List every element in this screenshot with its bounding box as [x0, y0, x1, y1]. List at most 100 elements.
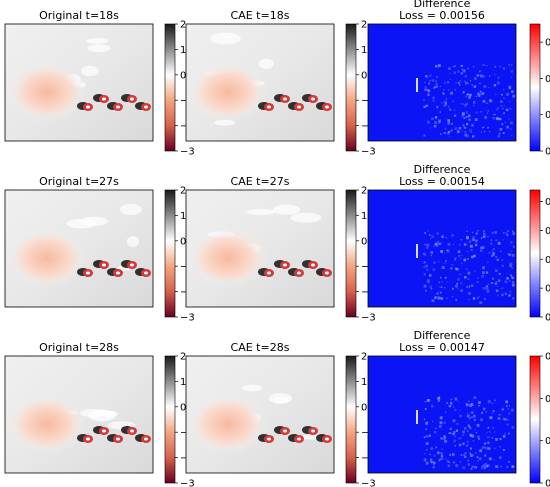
diff-speck	[445, 98, 448, 100]
diff-speck	[488, 87, 490, 89]
diff-speck	[511, 276, 514, 279]
diff-speck	[490, 239, 493, 241]
diff-speck	[430, 251, 434, 254]
diff-speck	[492, 426, 495, 429]
diff-speck	[443, 89, 445, 91]
diff-speck	[465, 102, 468, 105]
diff-speck	[447, 133, 450, 136]
diff-speck	[508, 405, 511, 407]
diff-speck	[481, 64, 483, 66]
diff-speck	[427, 90, 430, 93]
difference-title: Difference	[414, 329, 471, 342]
diff-speck	[475, 466, 478, 468]
diff-speck	[441, 266, 445, 270]
diff-speck	[480, 131, 483, 133]
diff-speck	[472, 465, 475, 468]
diff-speck	[439, 242, 442, 245]
diff-speck	[482, 126, 484, 129]
diff-speck	[481, 465, 483, 468]
diff-speck	[508, 432, 510, 435]
diff-speck	[449, 108, 452, 111]
difference-panel-2	[367, 189, 517, 308]
diff-speck	[470, 131, 472, 134]
diff-speck	[466, 82, 469, 84]
diff-speck	[469, 433, 473, 437]
diff-speck	[435, 82, 438, 85]
colorbar-tick-label: 2	[361, 352, 367, 363]
diff-speck	[430, 460, 433, 464]
diff-speck	[453, 71, 456, 74]
diff-speck	[500, 288, 502, 290]
diff-speck	[480, 249, 483, 252]
diff-speck	[458, 255, 460, 257]
diff-speck	[432, 461, 435, 464]
diff-speck	[423, 458, 427, 461]
diff-speck	[510, 128, 512, 130]
diff-speck	[469, 129, 473, 133]
diff-speck	[453, 439, 457, 443]
diff-speck	[494, 231, 497, 234]
diff-speck	[440, 437, 443, 440]
diff-speck	[471, 454, 474, 457]
wake-blob	[188, 62, 268, 122]
diff-speck	[454, 445, 456, 447]
diff-speck	[440, 452, 443, 455]
diff-speck	[503, 432, 506, 435]
diff-speck	[428, 82, 431, 85]
diff-speck	[468, 95, 471, 99]
diff-speck	[481, 446, 485, 450]
diff-speck	[440, 416, 443, 419]
diff-speck	[429, 75, 431, 77]
diff-speck	[440, 286, 443, 288]
diff-speck	[487, 283, 490, 285]
diff-speck	[505, 400, 509, 404]
diff-speck	[481, 271, 485, 275]
diff-speck	[435, 245, 438, 248]
colorbar-tick-label: 1	[361, 211, 367, 222]
diff-speck	[466, 123, 469, 126]
diff-speck	[507, 407, 509, 410]
diff-speck	[506, 423, 509, 426]
diff-speck	[483, 232, 486, 236]
colorbar-tick-label: 0.4	[545, 197, 550, 208]
panel-frame	[367, 23, 517, 142]
diff-speck	[460, 72, 463, 75]
diff-speck	[465, 95, 467, 98]
diff-speck	[451, 122, 454, 125]
diff-speck	[509, 262, 513, 266]
diff-speck	[461, 114, 465, 117]
diff-speck	[469, 404, 473, 407]
vortex-core	[311, 429, 315, 433]
diff-speck	[423, 243, 425, 246]
diff-speck	[441, 235, 444, 239]
diff-speck	[489, 416, 493, 420]
diff-speck	[477, 92, 480, 96]
diff-speck	[505, 232, 508, 234]
diff-speck	[433, 86, 436, 89]
diff-speck	[487, 400, 491, 404]
diff-speck	[455, 284, 458, 288]
diff-speck	[479, 70, 481, 73]
diff-speck	[481, 274, 485, 278]
panel-frame	[4, 189, 154, 308]
diff-speck	[503, 417, 506, 421]
diff-speck	[439, 458, 442, 461]
diff-speck	[434, 121, 438, 124]
diff-speck	[425, 289, 427, 292]
colorbar-tick-label: −3	[180, 313, 195, 324]
diff-speck	[426, 120, 430, 124]
diff-background	[368, 24, 516, 141]
diff-speck	[483, 235, 486, 238]
diff-speck	[480, 237, 483, 239]
diff-speck	[427, 93, 430, 97]
diff-speck	[468, 403, 470, 405]
diff-speck	[464, 126, 467, 129]
diff-speck	[469, 447, 472, 450]
diff-speck	[434, 243, 438, 246]
panel-frame	[367, 189, 517, 308]
diff-speck	[468, 413, 471, 415]
diff-speck	[487, 436, 489, 438]
diff-speck	[460, 289, 463, 292]
diff-speck	[431, 117, 434, 120]
